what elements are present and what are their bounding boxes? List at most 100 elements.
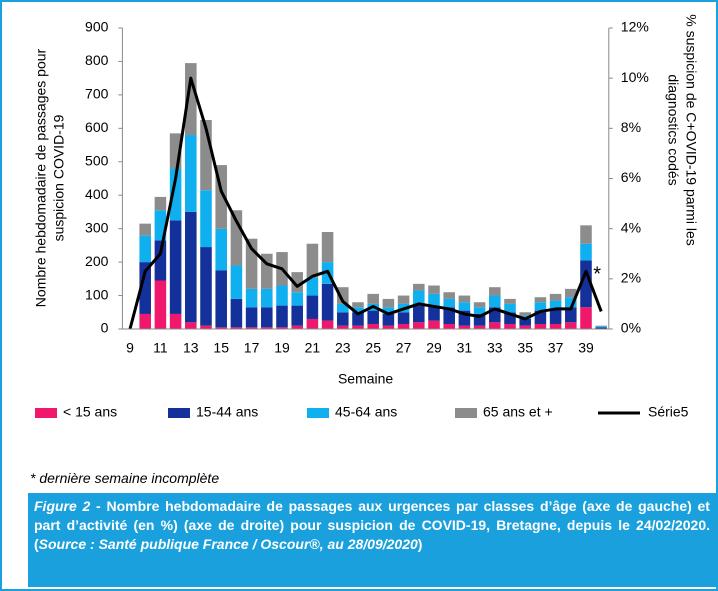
bar-segment xyxy=(154,210,167,241)
legend-swatch xyxy=(455,408,477,418)
bar-segment xyxy=(519,312,531,316)
bar-segment xyxy=(230,210,243,266)
bar-segment xyxy=(200,247,212,326)
y2-tick-label: 10% xyxy=(621,69,649,85)
bar-segment xyxy=(291,272,303,293)
line xyxy=(128,76,603,330)
bar-segment xyxy=(580,243,592,261)
y-axis-title: suspicion COVID-19 xyxy=(51,114,67,241)
bar-segment xyxy=(428,305,440,321)
y2-tick-label: 4% xyxy=(621,219,641,235)
x-tick-label: 27 xyxy=(396,340,412,356)
bar-segment xyxy=(397,295,410,304)
bar-segment xyxy=(504,298,516,304)
bar-segment xyxy=(185,135,197,212)
bar-segment xyxy=(549,323,562,329)
bar-segment xyxy=(321,232,334,263)
bar-segment xyxy=(413,290,425,306)
bar-segment xyxy=(565,307,577,323)
bar-segment xyxy=(489,307,501,323)
bar-segment xyxy=(185,211,197,323)
bar-segment xyxy=(519,325,531,329)
x-tick-label: 37 xyxy=(548,340,564,356)
x-tick-label: 25 xyxy=(365,340,381,356)
legend-label: 45-64 ans xyxy=(335,404,397,420)
caption-end: ) xyxy=(417,536,423,552)
y-tick-label: 500 xyxy=(85,152,109,168)
y-axis-title: Nombre hebdomadaire de passages pour xyxy=(33,48,49,307)
legend-label: < 15 ans xyxy=(63,404,117,420)
bar-segment xyxy=(245,307,258,328)
bar-segment xyxy=(139,235,151,263)
bar-segment xyxy=(337,303,349,313)
bar-segment xyxy=(139,223,151,236)
bar-segment xyxy=(306,295,319,319)
bar-segment xyxy=(549,308,562,324)
bar-segment xyxy=(169,133,182,169)
bar-segment xyxy=(565,297,577,308)
y2-tick-label: 6% xyxy=(621,169,641,185)
bar-segment xyxy=(382,313,395,326)
bar-segment xyxy=(154,280,167,329)
bar-segment xyxy=(534,297,547,303)
bar-segment xyxy=(352,325,364,329)
bar-segment xyxy=(489,287,501,296)
bar-segment xyxy=(200,325,212,329)
caption-source: Source : Santé publique France / Oscour®… xyxy=(38,536,418,552)
bar-segment xyxy=(276,305,288,328)
bar-segment xyxy=(169,313,182,329)
bar-segment xyxy=(337,287,349,304)
bar-segment xyxy=(352,312,364,326)
bar-segment xyxy=(245,238,258,289)
bar-segment xyxy=(504,303,516,313)
bar-segment xyxy=(139,262,151,314)
bar-segment xyxy=(458,310,471,326)
footnote: * dernière semaine incomplète xyxy=(30,470,220,486)
bar-segment xyxy=(504,312,516,324)
bar-segment xyxy=(261,307,273,328)
bar-segment xyxy=(504,323,516,329)
bar-segment xyxy=(291,305,303,326)
bar-segment xyxy=(382,307,395,314)
x-tick-label: 39 xyxy=(578,340,594,356)
bar-segment xyxy=(306,243,319,278)
bar-segment xyxy=(549,293,562,301)
caption: Figure 2 - Nombre hebdomadaire de passag… xyxy=(28,493,716,587)
bar-segment xyxy=(291,292,303,306)
bar-segment xyxy=(428,320,440,329)
bar-segment xyxy=(595,325,607,327)
y2-axis-title: % suspicion de C+OVID-19 parmi les xyxy=(683,14,699,246)
bar-segment xyxy=(382,325,395,329)
bar-segment xyxy=(473,325,486,329)
caption-figure: Figure 2 xyxy=(34,498,91,514)
bar-segment xyxy=(261,327,273,329)
bar-segment xyxy=(580,260,592,308)
bar-segment xyxy=(245,327,258,329)
x-tick-label: 15 xyxy=(213,340,229,356)
y2-tick-label: 2% xyxy=(621,270,641,286)
bar-segment xyxy=(382,298,395,308)
bar-segment xyxy=(321,320,334,329)
bar-segment xyxy=(367,310,379,324)
bar-segment xyxy=(473,313,486,326)
y2-tick-label: 12% xyxy=(621,19,649,35)
bar-segment xyxy=(200,119,212,191)
bar-segment xyxy=(595,327,607,329)
x-axis-title: Semaine xyxy=(338,371,393,387)
bar-segment xyxy=(215,270,227,328)
x-tick-label: 9 xyxy=(126,340,134,356)
bar-segment xyxy=(169,220,182,314)
legend-swatch xyxy=(168,408,190,418)
bar-segment xyxy=(565,288,577,298)
bar-segment xyxy=(413,322,425,329)
bar-segment xyxy=(534,310,547,324)
bar-segment xyxy=(397,312,410,324)
bar-segment xyxy=(549,300,562,309)
bar-segment xyxy=(473,307,486,314)
bar-segment xyxy=(352,302,364,308)
bar-segment xyxy=(245,288,258,308)
bar-segment xyxy=(413,305,425,323)
bar-segment xyxy=(276,327,288,329)
